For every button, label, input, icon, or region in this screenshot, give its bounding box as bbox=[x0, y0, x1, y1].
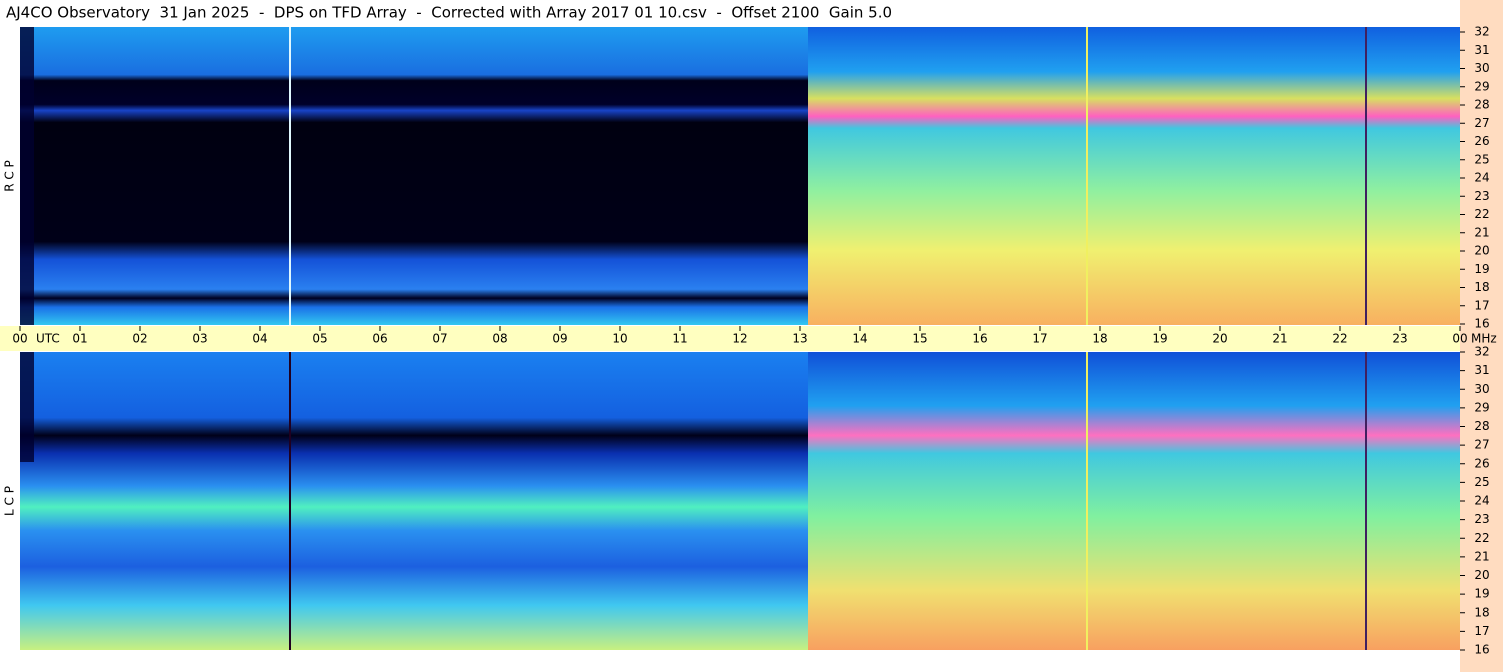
y-tick-label: 20 bbox=[1474, 568, 1489, 582]
x-tick-label: 16 bbox=[972, 332, 987, 346]
x-tick-label: 00 bbox=[1452, 332, 1467, 346]
panel bbox=[20, 352, 1460, 650]
x-tick-label: 20 bbox=[1212, 332, 1227, 346]
y-tick-label: 17 bbox=[1474, 298, 1489, 312]
y-tick-label: 17 bbox=[1474, 624, 1489, 638]
x-tick-label: 09 bbox=[552, 332, 567, 346]
y-tick-label: 22 bbox=[1474, 207, 1489, 221]
edge bbox=[20, 27, 34, 325]
panel-label: R C P bbox=[3, 160, 17, 192]
x-tick-label: 10 bbox=[612, 332, 627, 346]
x-tick-label: 01 bbox=[72, 332, 87, 346]
x-tick-label: 14 bbox=[852, 332, 867, 346]
edge bbox=[20, 352, 34, 462]
x-tick-label: 00 bbox=[12, 332, 27, 346]
y-tick-label: 16 bbox=[1474, 317, 1489, 331]
y-tick-label: 30 bbox=[1474, 61, 1489, 75]
y-tick-label: 31 bbox=[1474, 43, 1489, 57]
y-tick-label: 23 bbox=[1474, 512, 1489, 526]
panel bbox=[20, 27, 1460, 325]
y-tick-label: 32 bbox=[1474, 345, 1489, 359]
y-tick-label: 19 bbox=[1474, 262, 1489, 276]
freq-strip bbox=[1460, 0, 1503, 672]
y-tick-label: 31 bbox=[1474, 363, 1489, 377]
x-tick-label: 06 bbox=[372, 332, 387, 346]
y-tick-label: 23 bbox=[1474, 189, 1489, 203]
y-tick-label: 16 bbox=[1474, 643, 1489, 657]
x-tick-label: 03 bbox=[192, 332, 207, 346]
x-tick-label: 21 bbox=[1272, 332, 1287, 346]
y-tick-label: 22 bbox=[1474, 531, 1489, 545]
x-tick-label: 07 bbox=[432, 332, 447, 346]
x-tick-label: 15 bbox=[912, 332, 927, 346]
x-tick-label: 23 bbox=[1392, 332, 1407, 346]
y-tick-label: 24 bbox=[1474, 171, 1489, 185]
x-tick-label: 12 bbox=[732, 332, 747, 346]
y-tick-label: 26 bbox=[1474, 456, 1489, 470]
y-tick-label: 27 bbox=[1474, 438, 1489, 452]
x-tick-label: 02 bbox=[132, 332, 147, 346]
y-tick-label: 25 bbox=[1474, 475, 1489, 489]
y-tick-label: 18 bbox=[1474, 280, 1489, 294]
spectrum-night bbox=[20, 352, 808, 650]
x-tick-label: 18 bbox=[1092, 332, 1107, 346]
x-tick-label: 05 bbox=[312, 332, 327, 346]
y-tick-label: 24 bbox=[1474, 494, 1489, 508]
y-axis-label: MHz bbox=[1471, 332, 1497, 346]
y-tick-label: 32 bbox=[1474, 25, 1489, 39]
chart-title: AJ4CO Observatory 31 Jan 2025 - DPS on T… bbox=[6, 4, 892, 22]
y-tick-label: 18 bbox=[1474, 605, 1489, 619]
spectrum-day bbox=[808, 352, 1460, 650]
y-tick-label: 20 bbox=[1474, 244, 1489, 258]
y-tick-label: 27 bbox=[1474, 116, 1489, 130]
x-tick-label: 22 bbox=[1332, 332, 1347, 346]
x-tick-label: 04 bbox=[252, 332, 267, 346]
x-tick-label: 19 bbox=[1152, 332, 1167, 346]
x-tick-label: 11 bbox=[672, 332, 687, 346]
spectrum-night bbox=[20, 27, 808, 325]
y-tick-label: 28 bbox=[1474, 98, 1489, 112]
x-tick-label: 13 bbox=[792, 332, 807, 346]
panel-label: L C P bbox=[3, 486, 17, 516]
y-tick-label: 30 bbox=[1474, 382, 1489, 396]
y-tick-label: 29 bbox=[1474, 79, 1489, 93]
spectrum-day bbox=[808, 27, 1460, 325]
y-tick-label: 29 bbox=[1474, 400, 1489, 414]
y-tick-label: 28 bbox=[1474, 419, 1489, 433]
y-tick-label: 21 bbox=[1474, 225, 1489, 239]
y-tick-label: 19 bbox=[1474, 587, 1489, 601]
time-strip bbox=[0, 326, 1460, 351]
x-axis-label: UTC bbox=[36, 332, 60, 346]
y-tick-label: 25 bbox=[1474, 152, 1489, 166]
y-tick-label: 21 bbox=[1474, 549, 1489, 563]
x-tick-label: 08 bbox=[492, 332, 507, 346]
x-tick-label: 17 bbox=[1032, 332, 1047, 346]
y-tick-label: 26 bbox=[1474, 134, 1489, 148]
